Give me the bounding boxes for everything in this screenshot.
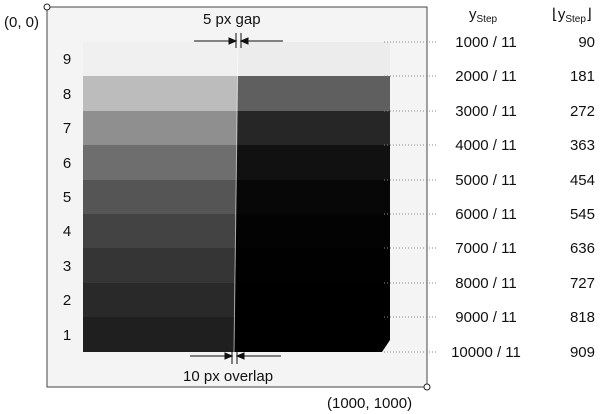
- origin-marker: [43, 3, 51, 11]
- right-band-7: [236, 111, 390, 145]
- step-floor-4: 363: [569, 137, 595, 154]
- right-band-column: [233, 41, 390, 353]
- left-band-column: [83, 42, 238, 352]
- step-floor-7: 636: [569, 240, 595, 257]
- right-band-3: [234, 248, 390, 283]
- row-label-6: 6: [62, 154, 72, 172]
- left-band-1: [83, 317, 235, 352]
- step-floor-5: 454: [569, 172, 595, 189]
- end-marker: [423, 383, 431, 391]
- left-band-8: [83, 76, 238, 111]
- overlap-label: 10 px overlap: [183, 368, 274, 385]
- left-band-2: [83, 283, 235, 317]
- right-band-9: [237, 42, 390, 76]
- step-floor-1: 90: [578, 34, 595, 51]
- step-fraction-2: 2000 / 11: [455, 68, 517, 85]
- left-band-3: [83, 248, 236, 283]
- left-band-9: [83, 42, 238, 76]
- step-floor-8: 727: [569, 275, 595, 292]
- row-label-9: 9: [62, 51, 72, 68]
- step-fraction-9: 9000 / 11: [455, 309, 517, 326]
- gap-arrows: [194, 33, 283, 48]
- left-band-5: [83, 180, 237, 214]
- right-band-8: [237, 76, 390, 111]
- left-band-6: [83, 145, 237, 180]
- row-label-4: 4: [62, 223, 72, 240]
- step-fraction-4: 4000 / 11: [455, 137, 517, 154]
- step-fraction-3: 3000 / 11: [455, 103, 517, 120]
- gap-label: 5 px gap: [203, 11, 261, 28]
- row-label-7: 7: [62, 120, 72, 137]
- right-band-1: [234, 317, 390, 352]
- step-floor-3: 272: [569, 103, 595, 120]
- row-label-5: 5: [62, 189, 72, 206]
- step-fraction-8: 8000 / 11: [455, 275, 517, 292]
- y-step-floor-header: ⌊yStep⌋: [552, 6, 592, 25]
- step-floor-6: 545: [569, 206, 595, 223]
- right-band-6: [236, 145, 390, 180]
- step-fraction-1: 1000 / 11: [455, 34, 517, 51]
- row-label-2: 2: [62, 292, 72, 309]
- step-floor-9: 818: [569, 309, 595, 326]
- left-band-4: [83, 214, 236, 248]
- seam-line: [233, 41, 239, 353]
- right-band-5: [235, 180, 390, 214]
- step-fraction-5: 5000 / 11: [455, 172, 517, 189]
- step-fraction-6: 6000 / 11: [455, 206, 517, 223]
- end-label: (1000, 1000): [327, 395, 413, 412]
- row-label-1: 1: [62, 326, 72, 344]
- row-label-3: 3: [62, 257, 72, 275]
- origin-label: (0, 0): [4, 14, 40, 31]
- row-label-8: 8: [62, 85, 72, 103]
- step-fraction-7: 7000 / 11: [455, 240, 517, 257]
- right-band-4: [235, 214, 390, 248]
- step-fraction-10: 10000 / 11: [451, 344, 521, 361]
- right-band-2: [234, 283, 390, 317]
- step-floor-10: 909: [569, 344, 595, 361]
- y-step-header: yStep: [469, 6, 498, 25]
- step-floor-2: 181: [569, 68, 595, 85]
- left-band-7: [83, 111, 238, 145]
- overlap-arrows: [190, 350, 281, 364]
